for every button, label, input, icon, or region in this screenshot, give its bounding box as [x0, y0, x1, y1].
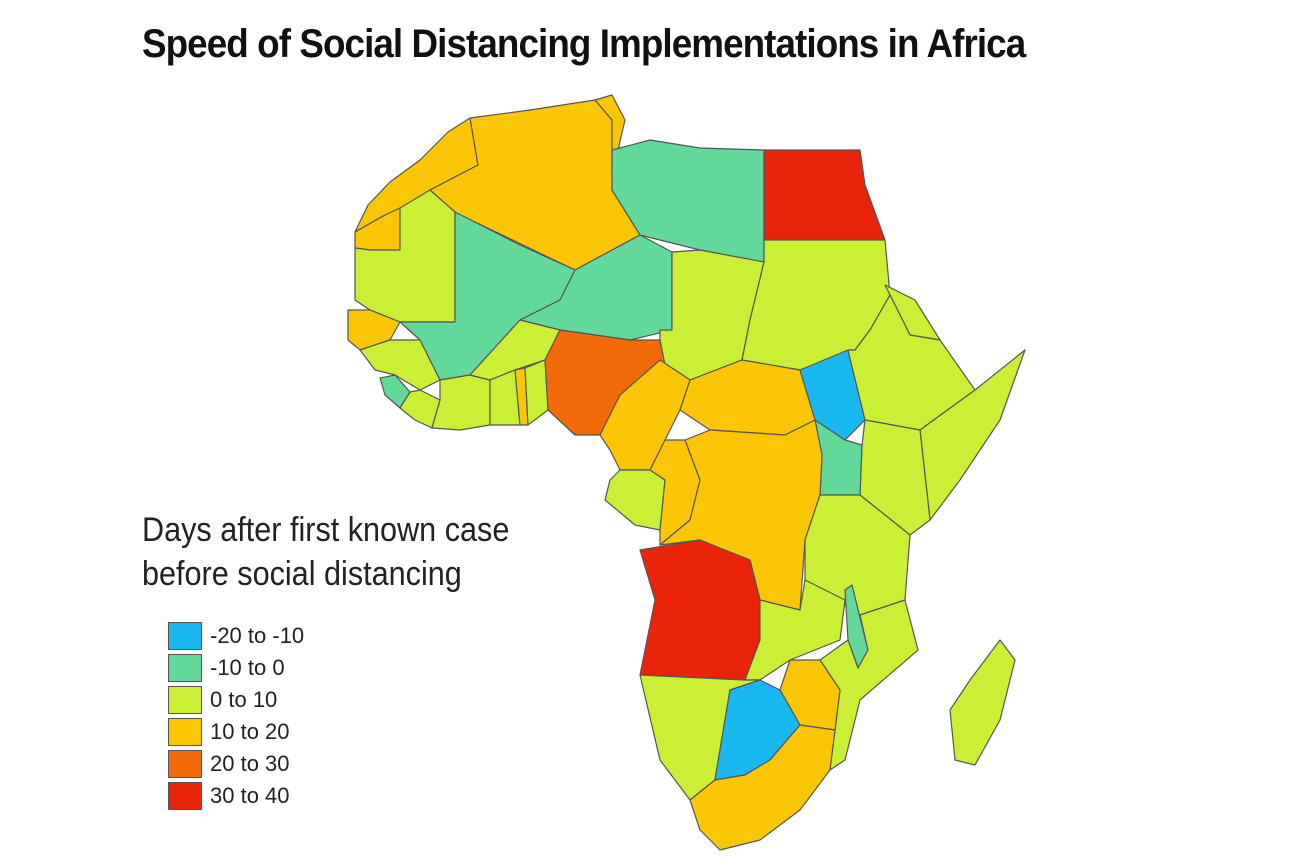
- legend-item: 10 to 20: [168, 716, 304, 748]
- legend-label: 10 to 20: [210, 719, 290, 744]
- legend-swatch: [168, 782, 202, 810]
- legend-label: -20 to -10: [210, 623, 305, 648]
- legend: -20 to -10 -10 to 0 0 to 10 10 to 20 20 …: [168, 620, 304, 812]
- legend-label: -10 to 0: [210, 655, 285, 680]
- country-south-sudan: [799, 349, 866, 441]
- country-guinea: [359, 339, 441, 391]
- legend-item: -10 to 0: [168, 652, 304, 684]
- legend-title: Days after first known case before socia…: [142, 508, 509, 596]
- legend-item: 30 to 40: [168, 780, 304, 812]
- country-benin: [524, 359, 549, 426]
- country-zambia: [744, 579, 846, 681]
- legend-item: 20 to 30: [168, 748, 304, 780]
- country-cote-d-ivoire: [431, 374, 491, 431]
- legend-item: -20 to -10: [168, 620, 304, 652]
- country-madagascar: [949, 639, 1016, 766]
- country-gabon: [604, 469, 666, 531]
- legend-item: 0 to 10: [168, 684, 304, 716]
- country-egypt: [763, 149, 886, 241]
- legend-swatch: [168, 750, 202, 778]
- country-angola: [639, 539, 761, 681]
- legend-swatch: [168, 718, 202, 746]
- legend-label: 0 to 10: [210, 687, 278, 712]
- country-south-africa: [689, 724, 836, 851]
- legend-swatch: [168, 622, 202, 650]
- legend-swatch: [168, 654, 202, 682]
- legend-label: 20 to 30: [210, 751, 290, 776]
- legend-label: 30 to 40: [210, 783, 290, 808]
- legend-title-line-1: Days after first known case: [142, 511, 510, 549]
- legend-swatch: [168, 686, 202, 714]
- legend-title-line-2: before social distancing: [142, 555, 462, 593]
- map-title: Speed of Social Distancing Implementatio…: [142, 22, 1026, 66]
